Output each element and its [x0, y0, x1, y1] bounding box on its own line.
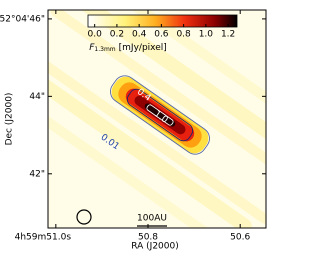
- colorbar-tick-label: 0.2: [110, 30, 124, 40]
- colorbar-tick-label: 0.6: [154, 30, 169, 40]
- x-tick-label: 50.8: [138, 233, 158, 243]
- colorbar-tick-label: 0.0: [88, 30, 103, 40]
- x-tick-label: 50.6: [230, 233, 250, 243]
- colorbar-label-f: F: [89, 43, 95, 53]
- image: [48, 10, 266, 228]
- frame: [47, 9, 267, 229]
- scale-bar-label: 100AU: [137, 214, 167, 224]
- contour: [126, 88, 194, 142]
- x-tick-label: 4h59m51.0s: [15, 233, 72, 243]
- colorbar-tick-label: 1.0: [199, 30, 214, 40]
- colorbar-tick-label: 1.2: [221, 30, 235, 40]
- emission: [48, 10, 266, 228]
- beam: [76, 209, 92, 225]
- contour: [146, 104, 174, 126]
- contour: [110, 75, 210, 155]
- colorbar-tick-label: 0.4: [132, 30, 147, 40]
- colorbar-label-unit: [mJy/pixel]: [119, 43, 167, 53]
- colorbar-label: F1.3mm [mJy/pixel]: [89, 43, 167, 53]
- x-axis-label: RA (J2000): [131, 242, 179, 252]
- y-tick-label: 52°04'46": [0, 14, 45, 24]
- colorbar: [87, 14, 238, 28]
- y-tick-label: 44": [29, 92, 45, 102]
- colorbar-tick-label: 0.8: [176, 30, 191, 40]
- y-tick-label: 42": [29, 169, 45, 179]
- colorbar-label-sub: 1.3mm: [94, 46, 115, 53]
- y-axis-label: Dec (J2000): [5, 93, 15, 146]
- chart: 0.010.41.0 F1.3mm [mJy/pixel] 100AU RA (J…: [0, 9, 267, 252]
